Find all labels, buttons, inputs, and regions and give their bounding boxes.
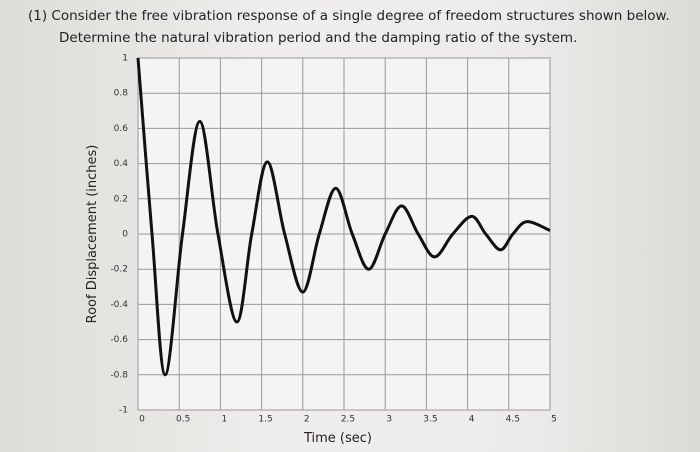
y-tick-label: 1 [122, 54, 128, 64]
x-tick-label: 2 [304, 415, 310, 425]
y-tick-label: 0.6 [114, 124, 129, 134]
x-tick-label: 3.5 [423, 415, 437, 425]
question-line: (1) Consider the free vibration response… [28, 8, 670, 24]
x-tick-label: 3 [386, 415, 392, 425]
x-tick-label: 1.5 [258, 415, 272, 425]
y-tick-label: -0.2 [110, 265, 128, 275]
y-tick-label: 0 [122, 230, 128, 240]
y-tick-label: 0.8 [114, 89, 129, 99]
x-tick-label: 0.5 [176, 415, 190, 425]
x-tick-label: 5 [551, 415, 557, 425]
x-tick-label: 4.5 [506, 415, 520, 425]
question-line: Determine the natural vibration period a… [59, 30, 577, 46]
response-line [136, 57, 551, 377]
x-tick-label: 0 [139, 415, 145, 425]
x-tick-label: 4 [469, 415, 475, 425]
x-tick-label: 1 [222, 415, 228, 425]
y-tick-label: -1 [119, 406, 128, 416]
y-axis-label: Roof Displacement (inches) [85, 145, 100, 324]
x-axis-label: Time (sec) [303, 431, 372, 446]
y-tick-label: 0.4 [114, 159, 129, 169]
y-tick-label: 0.2 [114, 194, 128, 204]
y-tick-label: -0.4 [110, 300, 128, 310]
y-tick-label: -0.8 [110, 370, 128, 380]
x-tick-label: 2.5 [341, 415, 355, 425]
y-tick-label: -0.6 [110, 335, 128, 345]
